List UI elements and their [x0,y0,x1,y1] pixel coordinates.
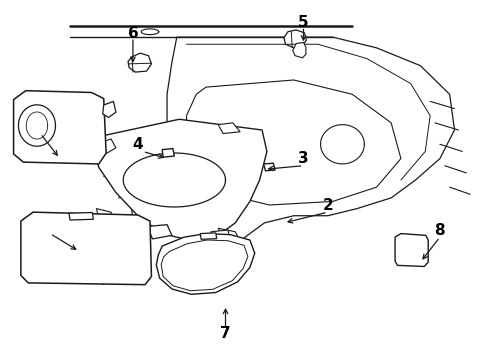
Polygon shape [94,119,267,241]
Text: 5: 5 [298,15,309,30]
Polygon shape [218,228,240,241]
Text: 1: 1 [35,219,46,234]
Polygon shape [103,102,116,117]
Polygon shape [167,37,455,258]
Polygon shape [128,53,151,72]
Polygon shape [97,208,116,228]
Polygon shape [156,234,255,294]
Text: 9: 9 [30,119,41,134]
Polygon shape [14,91,106,164]
Polygon shape [21,212,151,285]
Text: 7: 7 [220,326,231,341]
Polygon shape [97,139,116,155]
Polygon shape [264,163,275,171]
Text: 8: 8 [435,222,445,238]
Text: 4: 4 [132,137,143,152]
Text: 3: 3 [298,151,309,166]
Polygon shape [69,212,94,220]
Polygon shape [161,240,248,291]
Polygon shape [211,230,230,242]
Text: 6: 6 [127,26,138,41]
Polygon shape [147,225,172,239]
Polygon shape [284,30,306,48]
Polygon shape [162,149,174,157]
Polygon shape [218,123,240,134]
Polygon shape [293,42,306,58]
Polygon shape [200,233,217,239]
Text: 2: 2 [322,198,333,212]
Polygon shape [395,234,428,266]
Polygon shape [187,80,401,205]
